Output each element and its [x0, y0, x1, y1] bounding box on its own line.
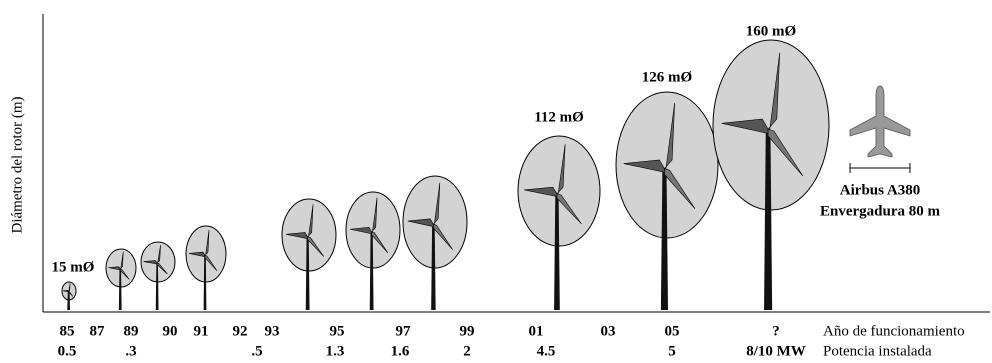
- rotor-diameter-label: 15 mØ: [52, 259, 95, 275]
- power-label: 2: [463, 343, 471, 359]
- airbus-span: Envergadura 80 m: [820, 203, 941, 219]
- year-label: 91: [194, 323, 209, 339]
- rotor-diameter-label: 160 mØ: [746, 23, 796, 39]
- year-label: 87: [90, 323, 106, 339]
- power-label: 1.6: [391, 343, 410, 359]
- year-label: 90: [163, 323, 178, 339]
- year-label: 97: [396, 323, 412, 339]
- year-label: 99: [460, 323, 475, 339]
- year-label: 05: [665, 323, 680, 339]
- year-label: 03: [601, 323, 616, 339]
- airplane-icon: [850, 86, 910, 157]
- power-label: 5: [668, 343, 676, 359]
- diagram: Diámetro del rotor (m) Año de funcionami…: [0, 0, 992, 363]
- scale-bar: [850, 163, 910, 173]
- power-label: 4.5: [537, 343, 556, 359]
- power-label: 0.5: [58, 343, 77, 359]
- year-label: 89: [124, 323, 139, 339]
- year-row-label: Año de funcionamiento: [823, 323, 965, 339]
- power-label: 8/10 MW: [746, 343, 806, 359]
- year-label: 01: [529, 323, 544, 339]
- power-label: .3: [125, 343, 136, 359]
- rotor-diameter-label: 126 mØ: [642, 69, 692, 85]
- power-label: .5: [251, 343, 262, 359]
- rotor-diameter-label: 112 mØ: [534, 109, 584, 125]
- year-label: 85: [60, 323, 75, 339]
- airbus-name: Airbus A380: [840, 182, 920, 198]
- year-label: 95: [330, 323, 345, 339]
- year-label: 93: [265, 323, 280, 339]
- year-label: 92: [233, 323, 248, 339]
- year-label: ?: [772, 323, 780, 339]
- power-row-label: Potencia instalada: [823, 343, 932, 359]
- y-axis-label: Diámetro del rotor (m): [9, 96, 25, 233]
- power-label: 1.3: [326, 343, 345, 359]
